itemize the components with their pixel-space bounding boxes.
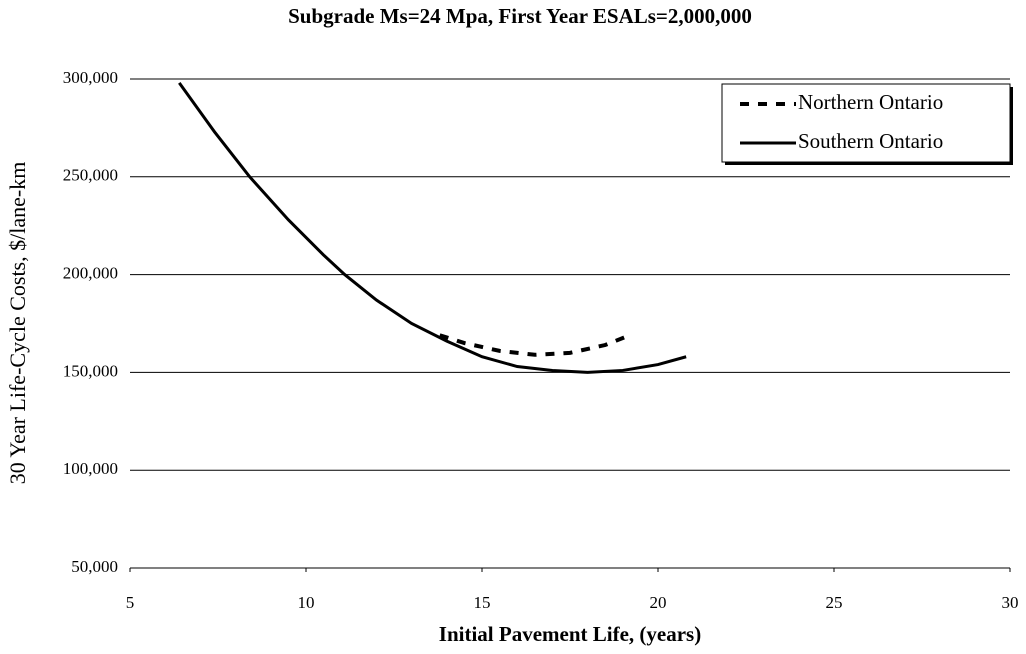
y-tick-label: 50,000 (71, 557, 118, 576)
y-axis-title: 30 Year Life-Cycle Costs, $/lane-km (5, 162, 30, 485)
x-tick-label: 5 (126, 593, 135, 612)
x-tick-label: 25 (826, 593, 843, 612)
x-axis-title: Initial Pavement Life, (years) (439, 622, 701, 646)
legend (721, 83, 1011, 163)
x-tick-label: 15 (474, 593, 491, 612)
x-tick-label: 30 (1002, 593, 1019, 612)
legend-label: Northern Ontario (798, 90, 943, 114)
series-line (178, 82, 687, 374)
legend-label: Southern Ontario (798, 129, 943, 153)
x-tick-label: 20 (650, 593, 667, 612)
chart-title: Subgrade Ms=24 Mpa, First Year ESALs=2,0… (288, 4, 752, 28)
y-tick-label: 200,000 (63, 264, 118, 283)
y-tick-label: 250,000 (63, 166, 118, 185)
x-tick-label: 10 (298, 593, 315, 612)
y-tick-label: 150,000 (63, 361, 118, 380)
series-line (439, 333, 631, 357)
y-tick-label: 300,000 (63, 68, 118, 87)
y-tick-label: 100,000 (63, 459, 118, 478)
